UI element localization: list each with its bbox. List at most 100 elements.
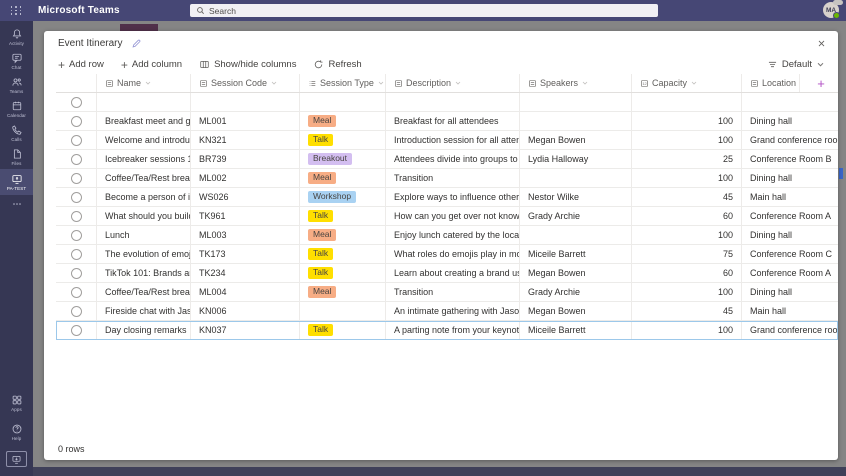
row-select-circle-icon[interactable] [70,210,82,222]
sidebar-item-chat[interactable]: Chat [0,49,33,73]
table-row[interactable]: Day closing remarks KN037 Talk A parting… [56,321,838,340]
cell-session-code[interactable]: ML001 [191,112,300,130]
sidebar-item-calls[interactable]: Calls [0,121,33,145]
cell-location[interactable]: Dining hall [750,173,793,183]
row-select-circle-icon[interactable] [70,96,82,108]
table-row[interactable]: The evolution of emoji usage in c... TK1… [56,245,838,264]
cell-capacity[interactable]: 100 [632,169,742,187]
cell-session-code[interactable]: ML002 [191,169,300,187]
cell-session-code[interactable]: ML004 [191,283,300,301]
select-all-cell[interactable] [56,74,97,92]
cell-description[interactable]: Learn about creating a brand using TikTo… [386,264,520,282]
cell-location[interactable]: Grand conference room [750,325,838,335]
column-header-description[interactable]: Description [386,74,520,92]
cell-speakers[interactable] [520,112,632,130]
row-select-cell[interactable] [56,93,97,111]
cell-description[interactable]: How can you get over not knowing what t.… [386,207,520,225]
cell-session-code[interactable]: TK961 [191,207,300,225]
cell-speakers[interactable]: Grady Archie [520,283,632,301]
cell-speakers[interactable]: Megan Bowen [520,264,632,282]
row-select-cell[interactable] [56,321,97,339]
cell-session-type[interactable]: Talk [300,245,386,263]
cell-session-type[interactable]: Meal [300,112,386,130]
cell-speakers[interactable]: Grady Archie [520,207,632,225]
table-row[interactable]: Become a person of influence WS026 Works… [56,188,838,207]
show-hide-columns-button[interactable]: Show/hide columns [199,59,296,70]
column-header-session-type[interactable]: Session Type [300,74,386,92]
add-column-plus-button[interactable]: + [800,74,838,92]
sidebar-item-apps[interactable]: Apps [0,391,33,415]
column-header-capacity[interactable]: 12 Capacity [632,74,742,92]
cell-location[interactable]: Grand conference room [750,135,838,145]
cell-speakers[interactable]: Lydia Halloway [520,150,632,168]
get-app-button[interactable] [0,451,33,467]
row-select-cell[interactable] [56,188,97,206]
sidebar-item-help[interactable]: Help [0,420,33,444]
row-select-circle-icon[interactable] [70,324,82,336]
cell-session-code[interactable]: TK234 [191,264,300,282]
cell-capacity[interactable]: 45 [632,188,742,206]
table-row[interactable]: Icebreaker sessions 1-4 BR739 Breakout A… [56,150,838,169]
cell-session-type[interactable]: Meal [300,169,386,187]
cell-session-type[interactable]: Breakout [300,150,386,168]
row-select-cell[interactable] [56,112,97,130]
table-row[interactable]: Coffee/Tea/Rest break ML004 Meal Transit… [56,283,838,302]
cell-name[interactable]: Welcome and introduction [97,131,191,149]
row-select-circle-icon[interactable] [70,153,82,165]
cell-session-type[interactable]: Meal [300,226,386,244]
cell-session-code[interactable]: KN321 [191,131,300,149]
cell-description[interactable]: Attendees divide into groups to learn mo… [386,150,520,168]
cell-name[interactable]: The evolution of emoji usage in c... [97,245,191,263]
row-select-cell[interactable] [56,245,97,263]
cell-description[interactable]: An intimate gathering with Jason [386,302,520,320]
sidebar-item-files[interactable]: Files [0,145,33,169]
cell-name[interactable]: Coffee/Tea/Rest break [97,169,191,187]
cell-location[interactable]: Dining hall [750,287,793,297]
add-column-button[interactable]: + Add column [120,57,183,72]
cell-name[interactable]: Become a person of influence [97,188,191,206]
table-row[interactable]: Coffee/Tea/Rest break ML002 Meal Transit… [56,169,838,188]
cell-capacity[interactable]: 60 [632,207,742,225]
cell-description[interactable]: Explore ways to influence others in your… [386,188,520,206]
table-row[interactable]: Lunch ML003 Meal Enjoy lunch catered by … [56,226,838,245]
sidebar-item-activity[interactable]: Activity [0,25,33,49]
close-icon[interactable] [817,39,826,48]
cell-speakers[interactable] [520,226,632,244]
cell-name[interactable]: Fireside chat with Jason [97,302,191,320]
view-selector-dropdown[interactable]: Default [767,59,824,70]
cell-speakers[interactable] [520,169,632,187]
cell-speakers[interactable]: Miceile Barrett [520,245,632,263]
row-select-cell[interactable] [56,150,97,168]
row-select-cell[interactable] [56,283,97,301]
cell-capacity[interactable]: 100 [632,226,742,244]
cell-name[interactable]: Icebreaker sessions 1-4 [97,150,191,168]
cell-description[interactable]: A parting note from your keynote speaker [386,321,520,339]
cell-description[interactable]: Enjoy lunch catered by the local deli [386,226,520,244]
table-row[interactable]: Welcome and introduction KN321 Talk Intr… [56,131,838,150]
sidebar-item-calendar[interactable]: Calendar [0,97,33,121]
cell-speakers[interactable]: Megan Bowen [520,131,632,149]
cell-speakers[interactable]: Nestor Wilke [520,188,632,206]
cell-session-code[interactable]: KN037 [191,321,300,339]
cell-name[interactable]: Day closing remarks [97,321,191,339]
avatar[interactable]: MA [823,2,840,19]
cell-speakers[interactable]: Miceile Barrett [520,321,632,339]
column-header-session-code[interactable]: Session Code [191,74,300,92]
cell-location[interactable]: Conference Room A [750,211,832,221]
add-row-button[interactable]: + Add row [58,57,104,72]
cell-capacity[interactable]: 100 [632,283,742,301]
cell-capacity[interactable]: 45 [632,302,742,320]
cell-name[interactable]: Coffee/Tea/Rest break [97,283,191,301]
column-header-location[interactable]: Location [742,74,800,92]
sidebar-item-pa-test[interactable]: PA-TEST [0,169,33,195]
search-input[interactable]: Search [190,4,658,17]
row-select-cell[interactable] [56,302,97,320]
cell-location[interactable]: Conference Room A [750,268,832,278]
table-row[interactable]: Breakfast meet and greet ML001 Meal Brea… [56,112,838,131]
row-select-cell[interactable] [56,226,97,244]
cell-session-code[interactable]: BR739 [191,150,300,168]
row-select-circle-icon[interactable] [70,172,82,184]
app-launcher-button[interactable] [0,0,33,21]
refresh-button[interactable]: Refresh [313,59,362,70]
table-row[interactable]: What should you build next? TK961 Talk H… [56,207,838,226]
